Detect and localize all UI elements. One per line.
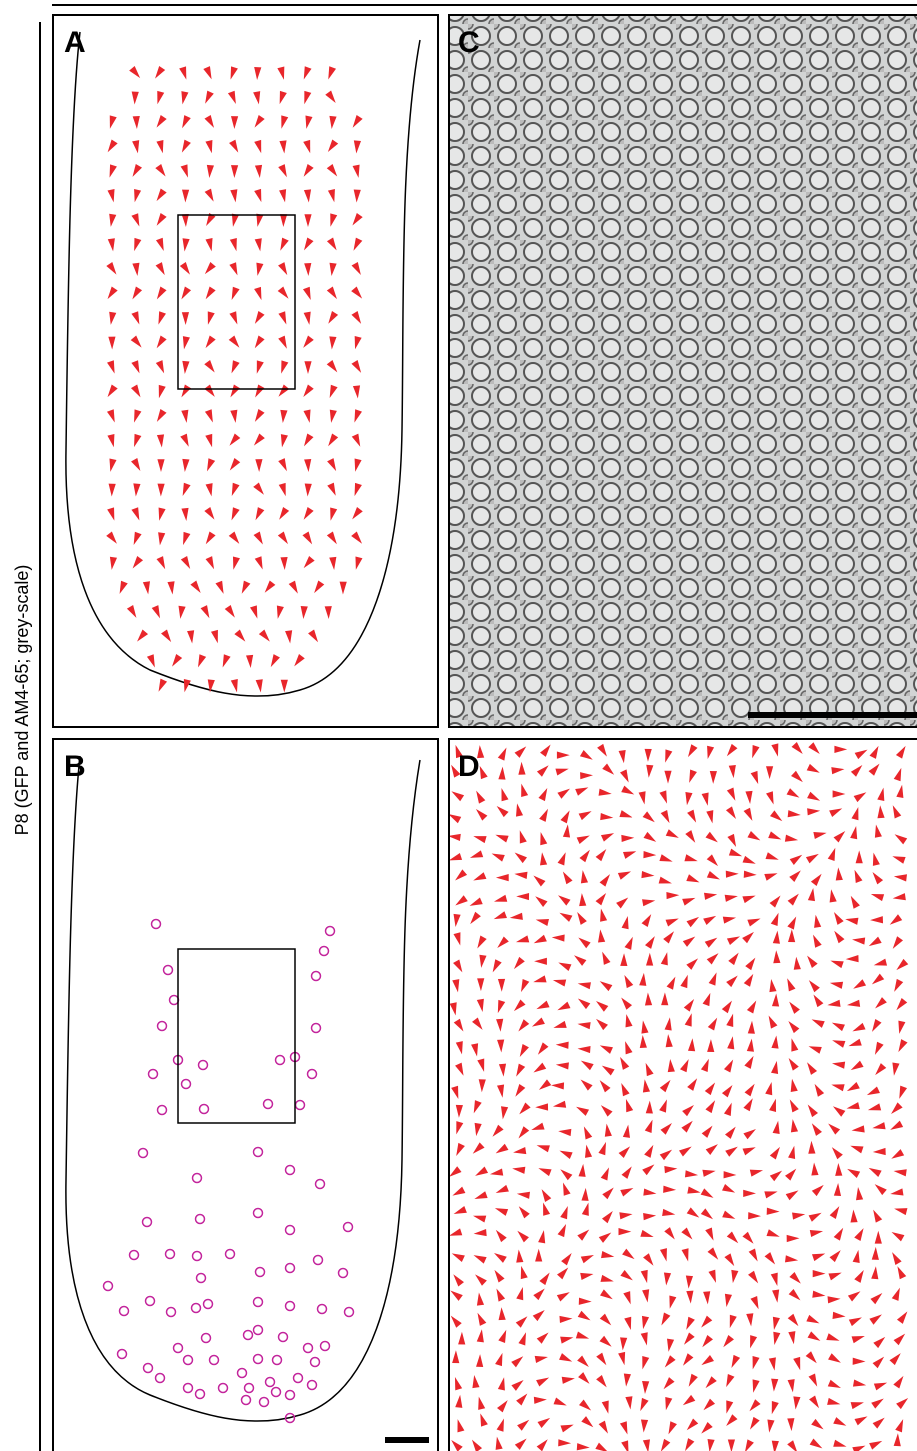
scale-bar <box>748 712 917 718</box>
panel-b <box>53 739 438 1451</box>
figure: P8 (GFP and AM4-65; grey-scale) A B C D <box>0 0 917 1451</box>
panel-label: A <box>64 26 86 59</box>
panel-label: B <box>64 750 86 783</box>
side-label: P8 (GFP and AM4-65; grey-scale) <box>12 565 32 836</box>
panel-d <box>449 739 917 1451</box>
panel-label: C <box>458 26 480 59</box>
scale-bar <box>385 1437 429 1443</box>
micrograph <box>450 16 917 726</box>
panel-label: D <box>458 750 480 783</box>
